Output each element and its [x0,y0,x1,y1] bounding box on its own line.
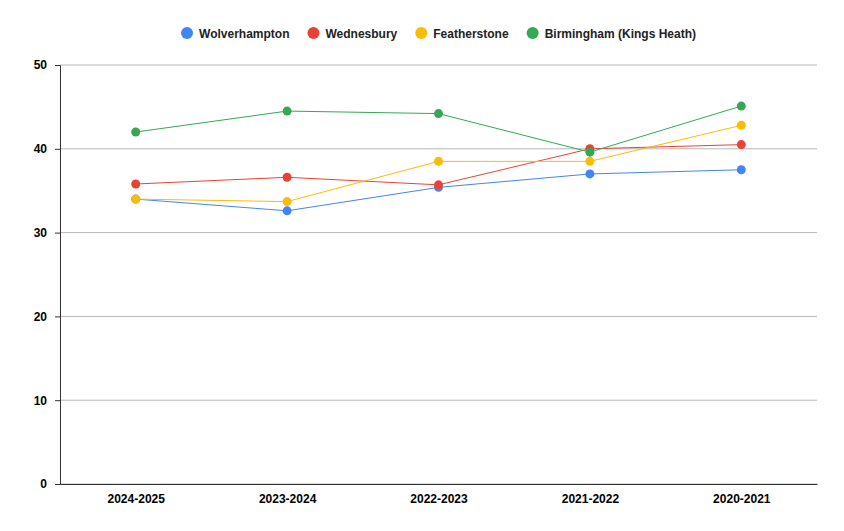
series-marker [434,180,443,189]
series-marker [283,197,292,206]
series-marker [434,157,443,166]
y-tick-mark [55,316,60,317]
series-marker [131,179,140,188]
legend-item: Featherstone [415,27,509,41]
y-tick: 20 [34,310,60,324]
y-tick-mark [55,65,60,66]
x-axis: 2024-2025 2023-2024 2022-2023 2021-2022 2020… [61,484,818,506]
y-tick-label: 30 [34,226,48,240]
legend-item: Birmingham (Kings Heath) [527,27,696,41]
series-marker [283,206,292,215]
legend-item: Wolverhampton [181,27,289,41]
x-tick-label: 2020-2021 [713,492,771,506]
y-tick: 40 [34,142,60,156]
grid-line [60,484,817,485]
y-tick: 10 [34,394,60,408]
grid-line [60,400,817,401]
series-line [136,106,742,152]
y-tick-label: 0 [40,477,47,491]
x-axis-line [61,484,818,485]
y-axis: 0 10 20 30 40 50 [34,58,61,491]
series-line [136,145,742,185]
series-marker [283,107,292,116]
legend-marker [415,27,427,39]
y-tick-label: 50 [34,58,48,72]
series-marker [131,128,140,137]
legend-label: Wednesbury [325,27,397,41]
chart: 010203040502024-20252023-20242022-202320… [0,0,844,531]
legend-marker [181,27,193,39]
y-tick-label: 40 [34,142,48,156]
series-marker [737,165,746,174]
series-marker [131,195,140,204]
x-tick: 2020-2021 [713,484,771,506]
y-tick: 30 [34,226,60,240]
grid-line [60,148,817,149]
grid-line [60,316,817,317]
series-marker [585,148,594,157]
grid-line [60,65,817,66]
plot-area: 010203040502024-20252023-20242022-202320… [34,58,818,505]
series-marker [737,140,746,149]
series-marker [737,102,746,111]
x-tick-label: 2023-2024 [259,492,317,506]
x-tick-label: 2021-2022 [562,492,620,506]
series-marker [434,109,443,118]
series-marker [283,173,292,182]
series-line [136,125,742,201]
series-line [136,170,742,211]
series-marker [131,195,140,204]
legend-marker [527,27,539,39]
y-tick-label: 10 [34,394,48,408]
legend-label: Wolverhampton [199,27,289,41]
y-tick-mark [55,484,60,485]
series-marker [737,121,746,130]
y-tick-label: 20 [34,310,48,324]
legend-label: Featherstone [433,27,509,41]
grid-line [60,232,817,233]
y-tick-mark [55,400,60,401]
y-tick: 50 [34,58,60,72]
legend-marker [307,27,319,39]
x-tick: 2023-2024 [259,484,317,506]
y-tick-mark [55,149,60,150]
series-marker [585,157,594,166]
x-tick: 2022-2023 [410,484,468,506]
x-tick: 2024-2025 [108,484,166,506]
legend-label: Birmingham (Kings Heath) [545,27,696,41]
x-tick-label: 2022-2023 [410,492,468,506]
legend: Wolverhampton Wednesbury Featherstone Birmi… [181,27,696,41]
x-tick: 2021-2022 [562,484,620,506]
y-tick: 0 [40,477,60,491]
y-tick-mark [55,233,60,234]
x-tick-label: 2024-2025 [108,492,166,506]
legend-item: Wednesbury [307,27,397,41]
y-axis-line [55,66,61,485]
grid [60,65,817,484]
series-marker [585,169,594,178]
series-group [131,102,746,216]
